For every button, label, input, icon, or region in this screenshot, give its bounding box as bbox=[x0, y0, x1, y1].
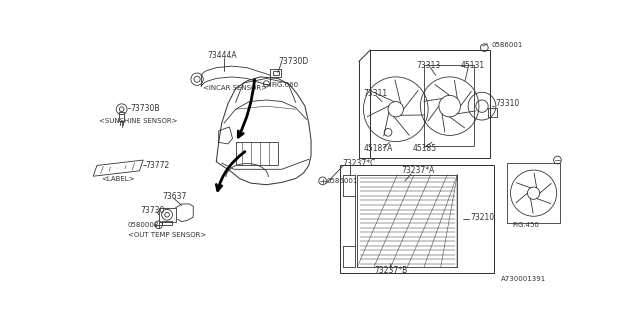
Text: <LABEL>: <LABEL> bbox=[101, 176, 134, 181]
Text: FIG.660: FIG.660 bbox=[272, 82, 299, 88]
Bar bbox=[119, 112, 124, 121]
Text: 73313: 73313 bbox=[417, 61, 441, 70]
Text: 73444A: 73444A bbox=[207, 51, 237, 60]
Text: 73730: 73730 bbox=[140, 206, 164, 215]
Bar bbox=[162, 221, 172, 225]
Text: 0580008: 0580008 bbox=[128, 222, 159, 228]
Circle shape bbox=[194, 76, 200, 82]
Text: 73310: 73310 bbox=[495, 99, 519, 108]
Text: 73237*A: 73237*A bbox=[401, 166, 435, 175]
Text: 0586001: 0586001 bbox=[326, 178, 358, 184]
Text: 73311: 73311 bbox=[364, 89, 388, 98]
Bar bbox=[273, 71, 279, 75]
Text: 45131: 45131 bbox=[460, 61, 484, 70]
Text: 73237*C: 73237*C bbox=[342, 159, 375, 168]
Text: A730001391: A730001391 bbox=[501, 276, 547, 282]
Text: 45187A: 45187A bbox=[364, 144, 393, 153]
Bar bbox=[270, 69, 281, 77]
Text: 0586001: 0586001 bbox=[492, 42, 523, 48]
Bar bbox=[424, 65, 474, 146]
Text: 73730D: 73730D bbox=[278, 57, 308, 66]
Bar bbox=[357, 175, 458, 267]
Bar bbox=[159, 208, 175, 222]
Text: 73730B: 73730B bbox=[130, 104, 159, 113]
Bar bbox=[340, 165, 493, 273]
Text: FIG.450: FIG.450 bbox=[513, 222, 540, 228]
Text: <OUT TEMP SENSOR>: <OUT TEMP SENSOR> bbox=[128, 232, 206, 238]
Bar bbox=[236, 142, 278, 165]
Text: <INCAR SENSOR>: <INCAR SENSOR> bbox=[204, 85, 268, 92]
Polygon shape bbox=[93, 160, 143, 176]
Text: 73772: 73772 bbox=[145, 161, 170, 170]
Text: <SUNSHINE SENSOR>: <SUNSHINE SENSOR> bbox=[99, 118, 177, 124]
Text: 73210: 73210 bbox=[470, 212, 495, 221]
Bar bbox=[488, 108, 497, 117]
Text: 73637: 73637 bbox=[163, 192, 187, 201]
Text: 45185: 45185 bbox=[413, 144, 437, 153]
Bar bbox=[508, 163, 560, 223]
Text: 73237*B: 73237*B bbox=[374, 267, 408, 276]
